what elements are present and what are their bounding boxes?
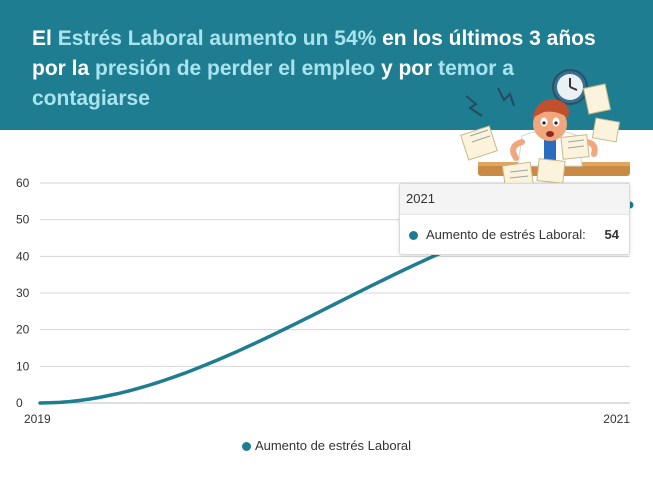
y-tick-label: 50 xyxy=(16,213,30,227)
series-dot-icon xyxy=(409,231,418,241)
title-segment: presión de perder el empleo xyxy=(95,57,376,80)
tooltip-row: Aumento de estrés Laboral: 54 xyxy=(400,215,629,255)
legend-label[interactable]: Aumento de estrés Laboral xyxy=(254,438,412,453)
x-tick-label: 2019 xyxy=(24,412,51,426)
y-tick-label: 10 xyxy=(16,359,30,373)
tooltip-value: 54 xyxy=(604,227,619,242)
chart-tooltip: 2021 Aumento de estrés Laboral: 54 xyxy=(399,183,630,255)
tooltip-header: 2021 xyxy=(400,184,629,215)
title-segment: temor a contagiarse xyxy=(32,57,514,110)
title-segment: Estrés Laboral xyxy=(57,27,204,50)
title-segment: y por xyxy=(375,57,439,80)
legend-dot-icon xyxy=(241,442,251,452)
tooltip-label: Aumento de estrés Laboral: xyxy=(426,227,586,242)
y-tick-label: 0 xyxy=(16,396,23,410)
y-tick-label: 20 xyxy=(16,323,30,337)
header-banner: El Estrés Laboral aumento un 54% en los … xyxy=(0,0,653,130)
title-segment: aumento un 54% xyxy=(203,27,383,50)
y-axis-ticks: 0 10 20 30 40 50 60 xyxy=(16,176,30,410)
page-title: El Estrés Laboral aumento un 54% en los … xyxy=(32,24,632,114)
stressed-worker-illustration xyxy=(460,69,630,191)
y-tick-label: 30 xyxy=(16,286,30,300)
title-segment: en los últimos 3 años por la xyxy=(32,27,596,80)
y-tick-label: 60 xyxy=(16,176,30,190)
title-segment: El xyxy=(32,27,58,50)
x-axis-ticks: 2019 2021 xyxy=(24,412,630,426)
y-tick-label: 40 xyxy=(16,249,30,263)
chart-legend[interactable]: Aumento de estrés Laboral xyxy=(0,438,653,453)
x-tick-label: 2021 xyxy=(603,412,630,426)
